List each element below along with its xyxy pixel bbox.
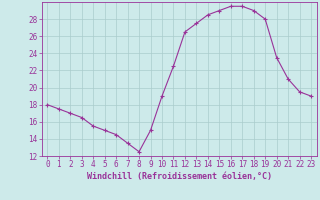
- X-axis label: Windchill (Refroidissement éolien,°C): Windchill (Refroidissement éolien,°C): [87, 172, 272, 181]
